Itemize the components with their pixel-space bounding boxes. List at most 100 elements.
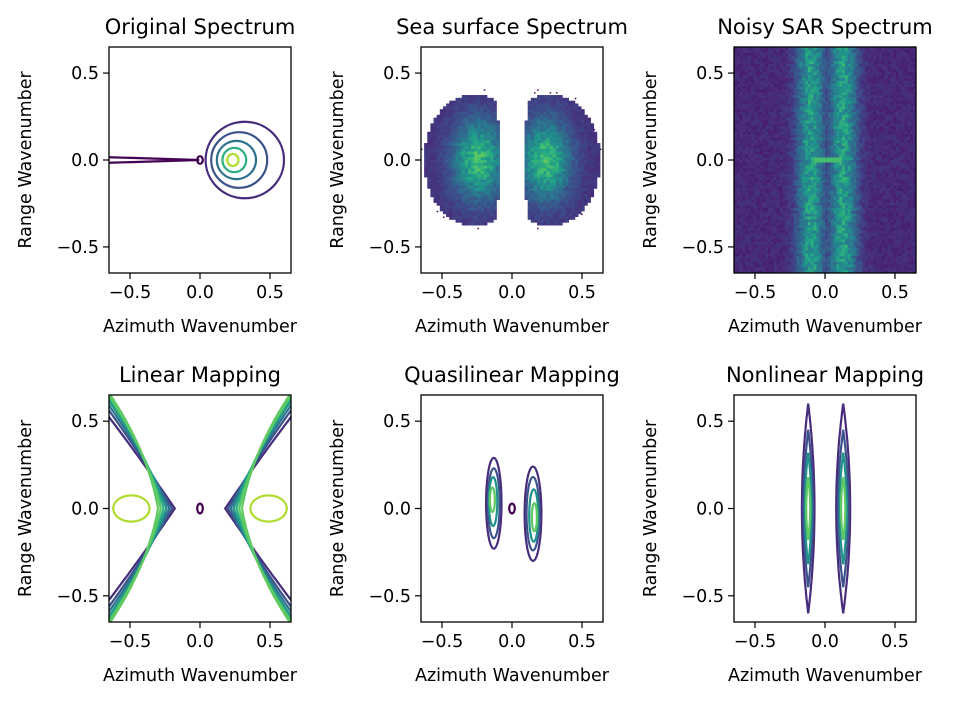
x-tick-label: 0.5 xyxy=(881,283,909,303)
x-tick-label: 0.0 xyxy=(498,283,526,303)
axes-frame xyxy=(733,394,917,623)
x-tick-label: −0.5 xyxy=(109,283,152,303)
x-tick-label: 0.0 xyxy=(811,283,839,303)
panel-title: Sea surface Spectrum xyxy=(396,15,628,39)
x-tick-label: 0.5 xyxy=(256,283,284,303)
y-tick-label: 0.0 xyxy=(696,500,724,520)
contour-6 xyxy=(221,146,248,174)
y-tick-label: 0.5 xyxy=(696,64,724,84)
contour-7 xyxy=(528,488,540,543)
center-line xyxy=(813,157,842,163)
panel-title: Original Spectrum xyxy=(105,15,296,39)
y-tick-label: −0.5 xyxy=(57,587,100,607)
contour-6 xyxy=(238,395,291,622)
contour-4 xyxy=(805,477,812,540)
contour-5 xyxy=(835,403,852,614)
panel-title: Nonlinear Mapping xyxy=(726,363,924,387)
contour-9 xyxy=(508,502,516,515)
contour-6 xyxy=(836,429,850,588)
y-tick-label: 0.0 xyxy=(383,500,411,520)
plot-area xyxy=(109,120,286,200)
plot-area xyxy=(421,89,602,230)
x-axis-label: Azimuth Wavenumber xyxy=(728,666,923,686)
panel-6: −0.5 0.0 0.5 −0.5 0.0 0.5 Nonlinear Mapping Azi… xyxy=(641,363,924,686)
y-axis-label: Range Wavenumber xyxy=(16,71,36,249)
panel-1: −0.5 0.0 0.5 −0.5 0.0 0.5 Original Spectrum Azi… xyxy=(16,15,298,337)
y-tick-label: 0.0 xyxy=(696,151,724,171)
contour-5 xyxy=(109,395,165,622)
y-tick-label: 0.0 xyxy=(383,151,411,171)
contour-10 xyxy=(249,494,288,523)
contour-3 xyxy=(204,120,286,200)
contour-2 xyxy=(802,429,815,588)
panel-5: −0.5 0.0 0.5 −0.5 0.0 0.5 Quasilinear Mapping A… xyxy=(328,363,620,686)
x-tick-label: 0.0 xyxy=(811,632,839,652)
contour-8 xyxy=(196,502,204,515)
contour-1 xyxy=(223,415,291,602)
contour-3 xyxy=(229,403,291,614)
contour-8 xyxy=(840,477,847,540)
plot-area xyxy=(734,47,916,273)
y-axis-label: Range Wavenumber xyxy=(16,419,36,597)
contour-6 xyxy=(109,395,162,622)
y-tick-label: −0.5 xyxy=(682,238,725,258)
y-tick-label: 0.5 xyxy=(383,64,411,84)
contour-4 xyxy=(488,486,497,514)
x-tick-label: 0.5 xyxy=(256,632,284,652)
y-tick-label: 0.0 xyxy=(71,500,99,520)
contour-2 xyxy=(226,408,291,609)
x-axis-label: Azimuth Wavenumber xyxy=(415,317,610,337)
x-axis-label: Azimuth Wavenumber xyxy=(415,666,610,686)
y-tick-label: −0.5 xyxy=(682,587,725,607)
y-tick-label: 0.5 xyxy=(696,412,724,432)
x-tick-label: 0.0 xyxy=(498,632,526,652)
contour-3 xyxy=(803,452,813,565)
x-tick-label: 0.5 xyxy=(568,283,596,303)
axes-frame xyxy=(420,394,604,623)
y-tick-label: 0.5 xyxy=(71,64,99,84)
y-tick-label: 0.5 xyxy=(71,412,99,432)
y-tick-label: 0.0 xyxy=(71,151,99,171)
contour-1 xyxy=(800,403,816,614)
contour-6 xyxy=(525,475,541,552)
y-tick-label: −0.5 xyxy=(57,238,100,258)
y-tick-label: −0.5 xyxy=(369,587,412,607)
x-tick-label: −0.5 xyxy=(421,632,464,652)
x-tick-label: 0.5 xyxy=(568,632,596,652)
contour-7 xyxy=(240,395,291,622)
contour-7 xyxy=(838,452,848,565)
contour-1 xyxy=(484,456,503,550)
x-tick-label: 0.0 xyxy=(186,632,214,652)
x-tick-label: 0.0 xyxy=(186,283,214,303)
y-axis-label: Range Wavenumber xyxy=(328,419,348,597)
y-axis-label: Range Wavenumber xyxy=(641,71,661,249)
axes-frame xyxy=(108,394,292,623)
y-axis-label: Range Wavenumber xyxy=(641,419,661,597)
plot-area xyxy=(109,395,291,622)
contour-9 xyxy=(112,494,151,523)
plot-area xyxy=(484,456,543,562)
y-axis-label: Range Wavenumber xyxy=(328,71,348,249)
panel-title: Linear Mapping xyxy=(119,363,281,387)
x-tick-label: 0.5 xyxy=(881,632,909,652)
x-tick-label: −0.5 xyxy=(109,632,152,652)
x-axis-label: Azimuth Wavenumber xyxy=(103,317,298,337)
contour-4 xyxy=(210,131,269,189)
panel-title: Noisy SAR Spectrum xyxy=(717,15,933,39)
plot-area xyxy=(800,403,852,614)
y-tick-label: −0.5 xyxy=(369,238,412,258)
y-tick-label: 0.5 xyxy=(383,412,411,432)
contour-5 xyxy=(215,139,258,181)
contour-5 xyxy=(523,465,543,562)
panel-title: Quasilinear Mapping xyxy=(404,363,620,387)
contour-7 xyxy=(226,152,240,168)
panel-3: −0.5 0.0 0.5 −0.5 0.0 0.5 Noisy SAR Spectrum Az… xyxy=(641,15,933,337)
x-tick-label: −0.5 xyxy=(734,632,777,652)
x-tick-label: −0.5 xyxy=(421,283,464,303)
contour-1 xyxy=(109,415,177,602)
contour-2 xyxy=(196,155,204,165)
contour-4 xyxy=(109,398,168,619)
contour-5 xyxy=(235,395,291,622)
contour-4 xyxy=(232,398,291,619)
